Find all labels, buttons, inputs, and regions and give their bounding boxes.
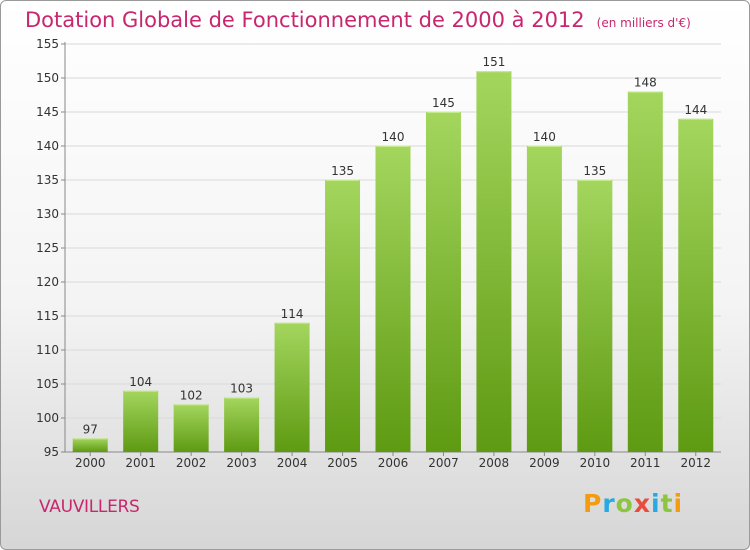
x-tick-label: 2000 xyxy=(75,456,106,470)
chart-title: Dotation Globale de Fonctionnement de 20… xyxy=(25,8,691,32)
bar xyxy=(476,71,512,452)
y-tick-label: 115 xyxy=(36,309,59,323)
data-label: 102 xyxy=(180,388,203,402)
logo-letter: o xyxy=(615,489,634,518)
y-tick-label: 130 xyxy=(36,207,59,221)
y-tick-label: 110 xyxy=(36,343,59,357)
x-tick-label: 2010 xyxy=(580,456,611,470)
bar xyxy=(375,146,411,452)
bar xyxy=(678,118,714,453)
bar xyxy=(526,146,562,452)
data-label: 135 xyxy=(331,164,354,178)
y-tick-label: 145 xyxy=(36,105,59,119)
data-labels: 97 104 102 103 114 135 140 145 151 140 135 148 144 xyxy=(83,55,708,436)
y-tick-label: 135 xyxy=(36,173,59,187)
y-tick-label: 100 xyxy=(36,411,59,425)
proxiti-logo: Proxiti xyxy=(583,489,683,518)
bar xyxy=(173,404,209,452)
x-tick-label: 2007 xyxy=(428,456,459,470)
bar xyxy=(425,112,461,452)
y-tick-label: 140 xyxy=(36,139,59,153)
x-tick-label: 2011 xyxy=(630,456,661,470)
logo-letter: r xyxy=(602,489,616,518)
x-tick-label: 2006 xyxy=(378,456,409,470)
data-label: 114 xyxy=(281,307,304,321)
logo-letter: i xyxy=(673,489,684,518)
bar xyxy=(72,438,108,452)
y-tick-label: 95 xyxy=(44,445,59,459)
chart-title-unit: (en milliers d'€) xyxy=(596,16,691,30)
bar xyxy=(325,180,361,452)
x-tick-label: 2001 xyxy=(125,456,156,470)
x-tick-label: 2008 xyxy=(479,456,510,470)
data-label: 140 xyxy=(382,130,405,144)
x-tick-label: 2005 xyxy=(327,456,358,470)
data-label: 145 xyxy=(432,96,455,110)
data-label: 140 xyxy=(533,130,556,144)
bar xyxy=(123,390,159,452)
bar xyxy=(577,180,613,452)
y-tick-label: 120 xyxy=(36,275,59,289)
data-label: 135 xyxy=(583,164,606,178)
data-label: 148 xyxy=(634,76,657,90)
x-tick-label: 2003 xyxy=(226,456,257,470)
x-tick-label: 2009 xyxy=(529,456,560,470)
bar xyxy=(224,397,260,452)
x-tick-label: 2002 xyxy=(176,456,207,470)
bar xyxy=(627,91,663,452)
bar xyxy=(274,322,310,452)
chart-title-main: Dotation Globale de Fonctionnement de 20… xyxy=(25,8,585,32)
data-label: 97 xyxy=(83,422,98,436)
y-tick-label: 150 xyxy=(36,71,59,85)
bars xyxy=(72,71,714,453)
x-tick-label: 2012 xyxy=(680,456,711,470)
axes: 95 100 105 110 115 120 125 130 135 140 145 150 155 20… xyxy=(36,37,721,470)
data-label: 151 xyxy=(482,55,505,69)
logo-letter: i xyxy=(651,489,661,518)
y-tick-label: 105 xyxy=(36,377,59,391)
data-label: 144 xyxy=(684,103,707,117)
logo-letter: P xyxy=(583,489,603,518)
y-tick-label: 125 xyxy=(36,241,59,255)
logo-letter: t xyxy=(660,489,674,518)
data-label: 103 xyxy=(230,382,253,396)
place-name: VAUVILLERS xyxy=(39,497,140,517)
y-tick-label: 155 xyxy=(36,37,59,51)
logo-letter: x xyxy=(633,489,651,518)
x-tick-label: 2004 xyxy=(277,456,308,470)
data-label: 104 xyxy=(129,375,152,389)
